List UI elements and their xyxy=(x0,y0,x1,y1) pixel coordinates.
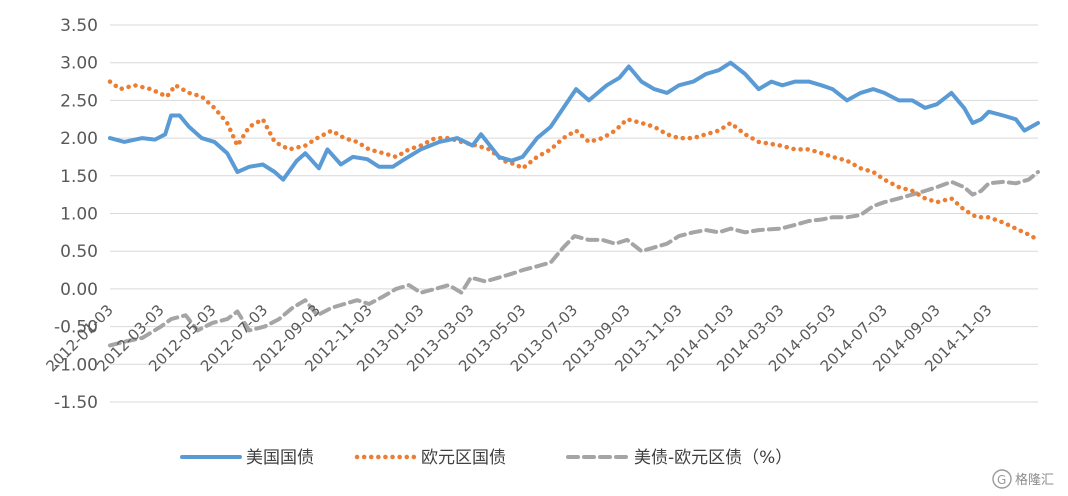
y-tick-label: 1.00 xyxy=(60,205,98,225)
y-tick-label: 1.50 xyxy=(60,167,98,187)
watermark-logo-icon xyxy=(992,469,1012,489)
series-line-3 xyxy=(108,170,1040,348)
y-tick-label: 3.50 xyxy=(60,16,98,36)
y-tick-label: -1.50 xyxy=(54,393,98,413)
legend-label-3: 美债-欧元区债（%） xyxy=(634,448,792,468)
watermark-text: 格隆汇 xyxy=(1015,472,1054,488)
y-tick-label: 0.50 xyxy=(60,242,98,262)
legend-label-1: 美国国债 xyxy=(246,448,314,468)
y-tick-label: 3.00 xyxy=(60,54,98,74)
y-tick-label: 0.00 xyxy=(60,280,98,300)
y-tick-label: 2.50 xyxy=(60,91,98,111)
y-tick-label: -0.50 xyxy=(54,318,98,338)
legend: 美国国债 欧元区国债 美债-欧元区债（%） xyxy=(180,448,792,468)
series-lines xyxy=(107,60,1041,348)
series-line-1 xyxy=(108,60,1040,182)
watermark-logo-mark: G xyxy=(997,473,1006,487)
legend-label-2: 欧元区国债 xyxy=(421,448,506,468)
watermark: G 格隆汇 xyxy=(992,469,1054,489)
y-tick-label: -1.00 xyxy=(54,355,98,375)
y-axis-tick-labels: 3.50 3.00 2.50 2.00 1.50 1.00 0.50 0.00 -0.50 -1.… xyxy=(54,16,98,413)
series-line-2 xyxy=(107,79,1041,243)
gridlines xyxy=(110,24,1038,403)
y-tick-label: 2.00 xyxy=(60,129,98,149)
